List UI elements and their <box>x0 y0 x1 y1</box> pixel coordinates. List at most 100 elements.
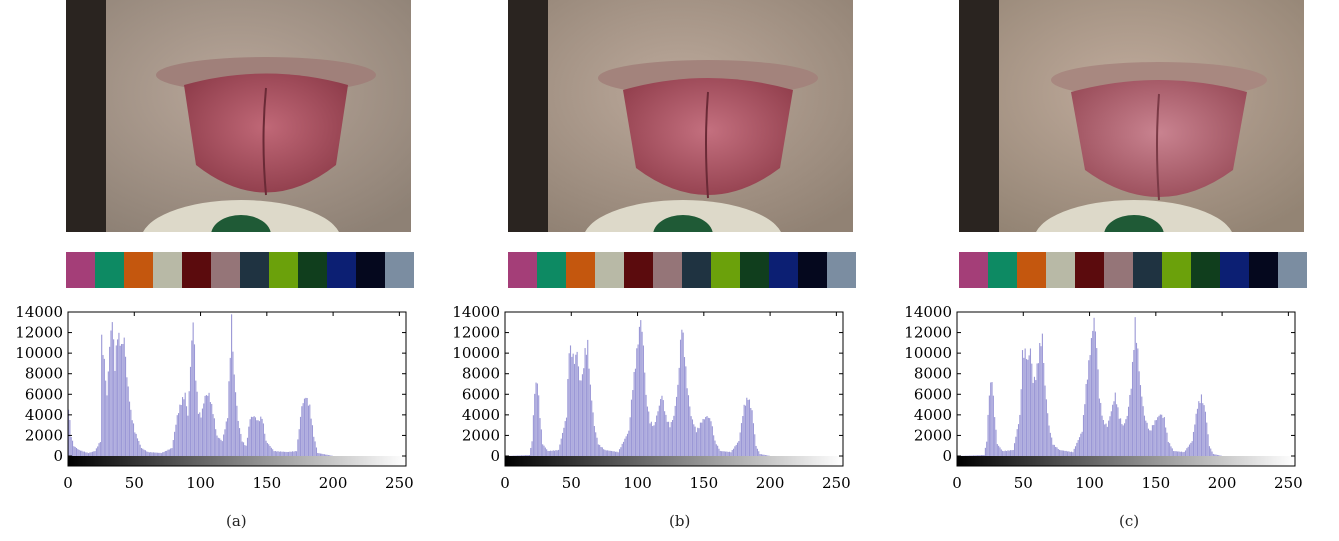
color-patch <box>153 252 182 288</box>
histogram-bar <box>1092 330 1094 456</box>
histogram-bar <box>1145 420 1147 456</box>
histogram-bar <box>986 441 988 456</box>
histogram-bar <box>220 439 222 456</box>
histogram-bar <box>644 372 646 456</box>
histogram-bar <box>648 411 650 456</box>
histogram-bar <box>1124 423 1126 456</box>
histogram-bar <box>166 450 168 456</box>
histogram-bar <box>706 416 708 456</box>
histogram-bar <box>568 353 570 456</box>
histogram-bar <box>216 435 218 456</box>
grayscale-bar <box>505 456 843 466</box>
histogram-bar <box>1131 361 1134 456</box>
histogram-bar <box>1056 447 1058 456</box>
x-tick-label: 200 <box>1208 474 1237 492</box>
histogram-bar <box>162 452 164 456</box>
y-tick-label: 12000 <box>904 324 952 342</box>
histogram-bar <box>1080 433 1082 456</box>
histogram-bar <box>82 451 84 456</box>
histogram-bar <box>1063 450 1065 456</box>
histogram-bar <box>1126 415 1128 456</box>
histogram-bar <box>212 414 214 456</box>
histogram-bar <box>994 417 996 456</box>
histogram-bar <box>1167 441 1169 456</box>
histogram-bar <box>319 453 321 456</box>
histogram-bar <box>268 444 270 456</box>
histogram-bar <box>975 455 977 456</box>
histogram-bar <box>636 348 638 456</box>
histogram-bar <box>677 384 679 456</box>
histogram-bar <box>289 451 291 456</box>
histogram-bar <box>254 417 257 456</box>
histogram-bar <box>762 454 764 456</box>
y-tick-label: 12000 <box>15 324 63 342</box>
histogram-bar <box>286 451 288 456</box>
histogram-bar <box>721 451 723 456</box>
histogram-bar <box>185 406 188 456</box>
histogram-bar <box>284 451 286 456</box>
histogram-bar <box>150 452 152 456</box>
color-patch <box>269 252 298 288</box>
histogram-bar <box>295 451 298 456</box>
histogram-bar <box>738 441 740 456</box>
histogram-bar <box>539 418 541 456</box>
histogram-bar <box>592 412 594 456</box>
histogram-bar <box>1171 448 1173 456</box>
histogram-bar <box>298 429 300 456</box>
x-tick-label: 250 <box>385 474 414 492</box>
histogram-bar <box>580 380 582 456</box>
histogram-bar <box>713 435 715 456</box>
histogram-bar <box>991 382 993 456</box>
histogram-bar <box>167 449 169 456</box>
histogram-bar <box>1086 379 1089 456</box>
histogram-bar <box>1023 357 1025 456</box>
histogram-bar <box>310 418 312 456</box>
color-patch <box>595 252 624 288</box>
histogram-bar <box>1210 448 1212 456</box>
histogram-bar <box>616 451 618 456</box>
color-patch <box>327 252 356 288</box>
color-patch <box>95 252 124 288</box>
histogram-bar <box>256 420 258 456</box>
y-tick-label: 2000 <box>914 426 952 444</box>
histogram-bar <box>710 421 712 456</box>
histogram-bar <box>1118 418 1120 456</box>
histogram-bar <box>270 447 272 456</box>
histogram-bar <box>273 451 275 456</box>
histogram-bar <box>315 447 317 456</box>
histogram-bar <box>79 450 82 456</box>
histogram-bar <box>140 448 143 456</box>
histogram-bar <box>204 395 206 456</box>
histogram-bar <box>1072 452 1074 456</box>
x-tick-label: 200 <box>756 474 785 492</box>
histogram-bar <box>548 451 550 456</box>
histogram-bar <box>302 403 304 456</box>
histogram-bar <box>101 334 103 456</box>
histogram-bar <box>723 451 725 456</box>
histogram-bar <box>524 455 527 456</box>
histogram-bar <box>1067 451 1069 456</box>
histogram-bar <box>1137 348 1139 456</box>
histogram-bar <box>982 455 984 456</box>
histogram-bar <box>1025 359 1028 456</box>
histogram-bar <box>972 455 975 456</box>
histogram-bar <box>1155 420 1157 456</box>
histogram-bar <box>654 421 656 456</box>
histogram-bar <box>237 420 239 456</box>
histogram-bar <box>658 405 660 456</box>
histogram-bar <box>1195 413 1197 456</box>
histogram-bar <box>299 416 302 456</box>
histogram-bar <box>1004 450 1006 456</box>
histogram-bar <box>1202 403 1204 456</box>
histogram-bar <box>170 448 172 456</box>
histogram-bar <box>260 416 262 456</box>
histogram-bar <box>1106 426 1108 456</box>
histogram-bar <box>1216 454 1218 456</box>
color-patch <box>1104 252 1133 288</box>
histogram-bar <box>550 450 552 456</box>
x-tick-label: 50 <box>1014 474 1033 492</box>
y-tick-label: 6000 <box>25 385 63 403</box>
color-patch <box>1162 252 1191 288</box>
histogram-bar <box>94 451 96 456</box>
histogram-bar <box>766 455 768 456</box>
